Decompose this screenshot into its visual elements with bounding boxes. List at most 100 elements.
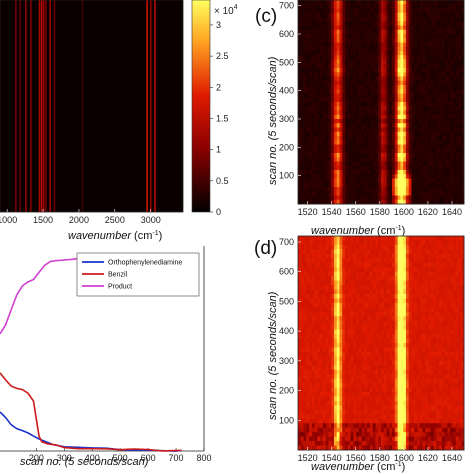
heatmap-c-cell [372, 72, 376, 77]
heatmap-c-cell [333, 38, 338, 43]
heatmap-d-cell [408, 276, 412, 281]
heatmap-d-cell [436, 258, 440, 264]
heatmap-c-cell [364, 178, 368, 184]
heatmap-c-cell [425, 136, 429, 141]
heatmap-c-cell [361, 140, 365, 145]
heatmap-c-cell [309, 140, 313, 145]
heatmap-d-cell [441, 383, 446, 388]
heatmap-d-cell [345, 240, 349, 246]
heatmap-c-cell [381, 89, 385, 94]
heatmap-c-cell [350, 182, 354, 188]
heatmap-c-cell [458, 85, 462, 90]
heatmap-c-cell [386, 140, 390, 145]
heatmap-d-cell [342, 244, 346, 250]
heatmap-c-cell [364, 106, 368, 111]
heatmap-c-cell [386, 42, 390, 48]
heatmap-c-cell [339, 178, 343, 184]
heatmap-d-cell [405, 311, 410, 317]
heatmap-c-cell [339, 76, 343, 82]
heatmap-c-cell [378, 51, 382, 56]
heatmap-c-cell [336, 110, 340, 116]
heatmap-c-cell [383, 182, 387, 188]
heatmap-c-cell [419, 29, 423, 35]
heatmap-d-cell [317, 374, 321, 380]
heatmap-c-cell [311, 34, 315, 39]
heatmap-c-cell [358, 182, 363, 188]
heatmap-d-cell [383, 285, 387, 290]
heatmap-c-cell [405, 187, 410, 192]
heatmap-d-cell [386, 271, 390, 277]
heatmap-c-cell [367, 89, 371, 94]
heatmap-d-cell [369, 307, 374, 313]
heatmap-c-cell [322, 144, 327, 150]
heatmap-d-cell [333, 378, 338, 384]
heatmap-c-cell [325, 68, 329, 73]
heatmap-d-cell [328, 249, 332, 255]
heatmap-d-cell [400, 343, 404, 348]
heatmap-d-cell [405, 356, 410, 362]
heatmap-c-cell [306, 195, 310, 201]
heatmap-d-cell [419, 311, 423, 317]
heatmap-d-cell [416, 329, 421, 335]
heatmap-d-cell [358, 262, 363, 268]
heatmap-d-cell [369, 249, 374, 255]
heatmap-c-cell [311, 63, 315, 69]
heatmap-c-cell [331, 51, 335, 56]
heatmap-d-cell [353, 236, 357, 241]
heatmap-d-cell [314, 253, 318, 259]
heatmap-c-cell [439, 17, 443, 22]
heatmap-d-cell [306, 311, 310, 317]
heatmap-c-cell [394, 76, 398, 82]
heatmap-c-cell [375, 17, 379, 22]
heatmap-c-cell [389, 157, 393, 162]
heatmap-c-cell [311, 165, 315, 171]
heatmap-d-cell [339, 311, 343, 317]
heatmap-d-cell [306, 329, 310, 335]
heatmap-c-cell [422, 85, 426, 90]
heatmap-c-cell [298, 131, 302, 137]
heatmap-d-cell [372, 249, 376, 255]
heatmap-c-cell [428, 68, 432, 73]
heatmap-c-cell [320, 8, 324, 14]
heatmap-c-cell [394, 12, 398, 18]
heatmap-d-cell [447, 298, 451, 304]
heatmap-d-cell [458, 334, 462, 339]
heatmap-c-cell [444, 12, 448, 18]
heatmap-d-cell [452, 360, 457, 366]
heatmap-d-cell [433, 307, 437, 313]
heatmap-d-cell [353, 365, 357, 371]
heatmap-c-cell [306, 131, 310, 137]
heatmap-d-cell [367, 271, 371, 277]
heatmap-d-cell [347, 289, 351, 295]
heatmap-c-cell [356, 119, 360, 124]
heatmap-d-cell [428, 356, 432, 362]
heatmap-c-cell [356, 195, 360, 201]
heatmap-d-cell [358, 365, 363, 371]
heatmap-d-cell [378, 298, 382, 304]
heatmap-c-cell [364, 153, 368, 158]
heatmap-c-cell [450, 161, 454, 167]
heatmap-d-cell [439, 293, 443, 299]
heatmap-c-cell [436, 34, 440, 39]
heatmap-c-cell [342, 17, 346, 22]
heatmap-c-cell [405, 59, 410, 65]
heatmap-c-cell [375, 106, 379, 111]
heatmap-c-cell [367, 178, 371, 184]
heatmap-c-cell [303, 0, 307, 5]
heatmap-c-cell [428, 178, 432, 184]
heatmap-c-cell [317, 38, 321, 43]
heatmap-c-cell [364, 174, 368, 179]
heatmap-d-cell [455, 289, 459, 295]
heatmap-c-cell [400, 46, 404, 52]
heatmap-c-cell [336, 25, 340, 31]
heatmap-d-cell [414, 369, 418, 375]
heatmap-d-cell [408, 280, 412, 286]
heatmap-d-cell [452, 262, 457, 268]
heatmap-c-cell [403, 93, 407, 99]
heatmap-c-cell [345, 170, 349, 175]
heatmap-c-cell [461, 51, 465, 56]
heatmap-d-cell [397, 329, 401, 335]
heatmap-c-cell [383, 76, 387, 82]
heatmap-c-cell [322, 4, 327, 9]
heatmap-d-cell [416, 338, 421, 344]
